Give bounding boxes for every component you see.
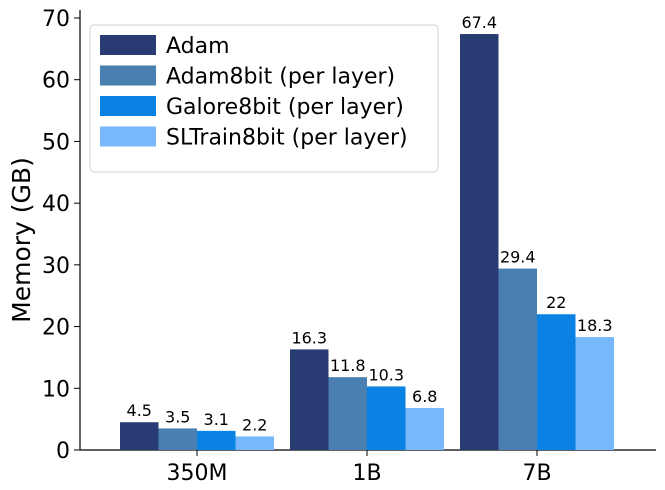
bar	[235, 436, 274, 450]
data-label: 6.8	[412, 387, 437, 406]
y-tick-label: 70	[42, 7, 70, 32]
bar	[290, 349, 329, 450]
y-tick-label: 10	[42, 377, 70, 402]
bar	[537, 314, 576, 450]
legend-swatch	[100, 35, 156, 55]
legend-label: Galore8bit (per layer)	[166, 95, 404, 120]
data-label: 2.2	[242, 415, 267, 434]
plot-area: 0 10 20 30 40 50 60 70 350M 1B 7B 4.5 16.3 67.4 3.5 11.…	[42, 7, 656, 486]
data-label: 3.1	[204, 410, 229, 429]
legend: Adam Adam8bit (per layer) Galore8bit (per …	[89, 24, 439, 173]
data-label: 10.3	[368, 365, 404, 384]
bar	[498, 268, 537, 450]
data-label: 11.8	[330, 356, 366, 375]
y-axis-label: Memory (GB)	[7, 157, 36, 323]
bar	[328, 377, 367, 450]
bar	[460, 34, 499, 450]
legend-swatch	[100, 96, 156, 116]
data-label: 22	[546, 293, 566, 312]
bar	[405, 408, 444, 450]
x-tick-label: 350M	[167, 461, 228, 486]
legend-label: SLTrain8bit (per layer)	[166, 126, 408, 151]
bar	[120, 422, 159, 450]
bar	[575, 337, 614, 450]
bar	[367, 386, 406, 450]
bar	[158, 428, 197, 450]
bar	[197, 430, 236, 450]
data-label: 67.4	[461, 13, 497, 32]
y-tick-label: 60	[42, 69, 70, 94]
data-label: 29.4	[500, 248, 536, 267]
y-tick-label: 30	[42, 254, 70, 279]
data-label: 3.5	[165, 407, 190, 426]
data-label: 16.3	[291, 328, 327, 347]
y-tick-label: 20	[42, 316, 70, 341]
legend-box	[89, 24, 439, 173]
legend-swatch	[100, 65, 156, 86]
legend-swatch	[100, 126, 156, 147]
x-tick-label: 7B	[522, 461, 551, 486]
y-tick-label: 0	[56, 439, 70, 464]
data-label: 18.3	[577, 316, 613, 335]
legend-label: Adam	[166, 34, 230, 59]
y-tick-label: 40	[42, 192, 70, 217]
y-tick-label: 50	[42, 130, 70, 155]
x-tick-label: 1B	[352, 461, 381, 486]
data-label: 4.5	[127, 401, 152, 420]
legend-label: Adam8bit (per layer)	[166, 65, 395, 90]
